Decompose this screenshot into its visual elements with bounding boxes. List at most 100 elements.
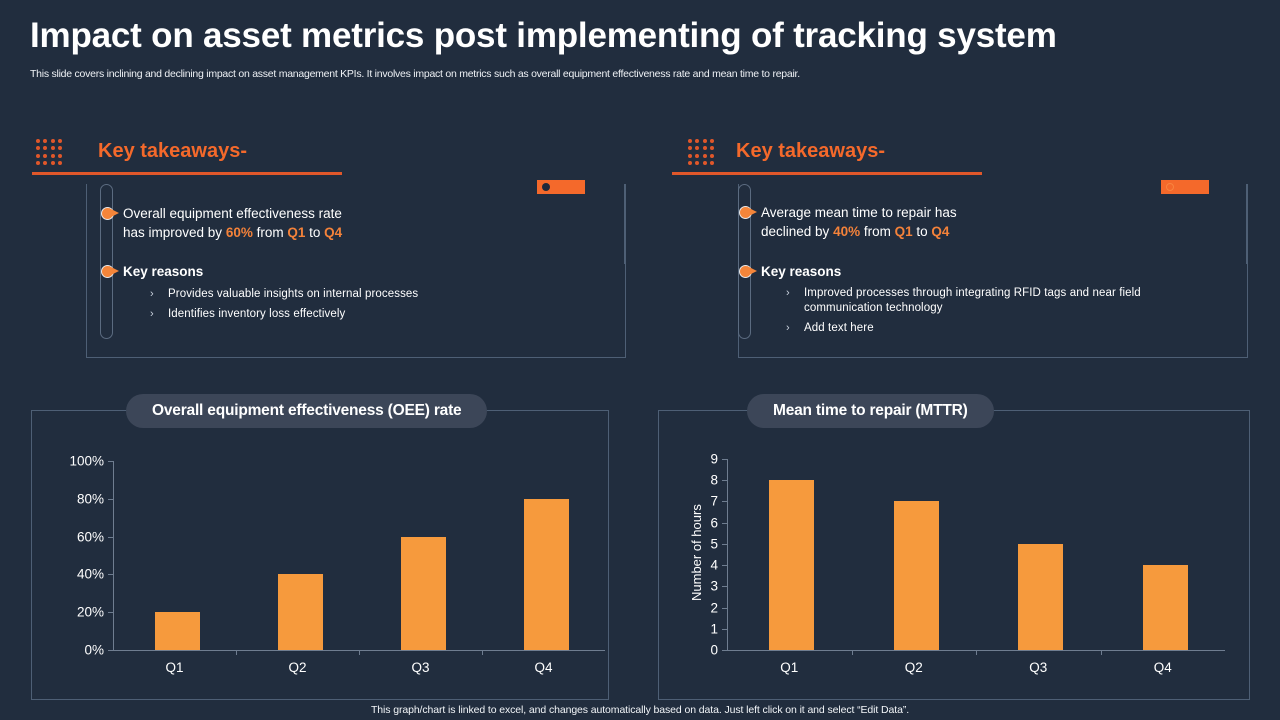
y-tick-mark — [722, 628, 727, 630]
bar-q2 — [278, 574, 323, 650]
panel-frame-right-stub — [1246, 184, 1247, 264]
y-axis-line — [727, 459, 728, 650]
reasons-list-right: › Improved processes through integrating … — [782, 286, 1207, 341]
x-tick-mark — [236, 650, 237, 655]
y-tick-label: 0% — [84, 642, 104, 658]
x-tick-label: Q4 — [534, 660, 553, 675]
arrow-bullet-icon — [739, 264, 761, 279]
takeaway-statement-text-right: Average mean time to repair has declined… — [761, 205, 957, 239]
panel-heading-rule-left — [32, 172, 342, 175]
x-tick-label: Q3 — [1029, 660, 1048, 675]
y-tick-label: 4 — [710, 557, 718, 573]
y-tick-label: 20% — [76, 604, 104, 620]
y-tick-label: 9 — [710, 451, 718, 467]
y-tick-mark — [722, 607, 727, 609]
x-tick-label: Q3 — [411, 660, 430, 675]
y-tick-mark — [722, 459, 727, 460]
page-title: Impact on asset metrics post implementin… — [30, 16, 1057, 55]
x-tick-label: Q4 — [1153, 660, 1172, 675]
x-tick-mark — [359, 650, 360, 655]
bar-q3 — [1018, 543, 1063, 650]
chart-card-oee: Overall equipment effectiveness (OEE) ra… — [31, 394, 609, 700]
key-takeaways-panel-left: Key takeaways- Overall equipment effecti… — [16, 104, 626, 358]
list-item: › Add text here — [786, 322, 874, 334]
y-tick-label: 7 — [710, 493, 718, 509]
y-tick-label: 5 — [710, 536, 718, 552]
y-tick-mark — [108, 612, 113, 614]
y-tick-label: 100% — [69, 453, 104, 469]
bar-q2 — [893, 501, 939, 650]
y-tick-label: 1 — [710, 621, 718, 637]
x-tick-mark — [851, 650, 853, 655]
takeaway-statement-text-left: Overall equipment effectiveness rate has… — [123, 206, 343, 240]
y-tick-mark — [722, 650, 727, 651]
y-tick-label: 8 — [710, 472, 718, 488]
chart-plot-oee: 0% 20% 40% 60% 80% 100% Q1 Q2 Q3 Q4 — [32, 411, 608, 699]
chevron-right-icon: › — [150, 308, 154, 320]
panel-tab-right — [1161, 180, 1209, 194]
y-tick-mark — [722, 565, 727, 567]
y-tick-label: 2 — [710, 600, 718, 616]
timeline-track-right — [738, 184, 751, 339]
y-axis-title: Number of hours — [689, 504, 704, 601]
panel-tab-left — [537, 180, 585, 194]
x-tick-label: Q2 — [288, 660, 307, 675]
list-item: › Provides valuable insights on internal … — [150, 288, 419, 300]
y-tick-mark — [722, 543, 727, 545]
y-tick-label: 3 — [710, 578, 718, 594]
chevron-right-icon: › — [786, 322, 790, 334]
y-tick-label: 60% — [76, 529, 104, 545]
bar-q1 — [769, 480, 814, 650]
chart-title-mttr: Mean time to repair (MTTR) — [747, 394, 994, 428]
tab-dot-icon — [542, 183, 550, 191]
reasons-label-left: Key reasons — [123, 264, 204, 279]
y-tick-mark — [108, 650, 113, 651]
list-item: › Improved processes through integrating … — [786, 287, 1141, 314]
y-tick-mark — [722, 480, 727, 482]
x-tick-label: Q1 — [165, 660, 184, 675]
panel-heading-left: Key takeaways- — [98, 140, 247, 162]
tab-dot-icon — [1166, 183, 1174, 191]
y-tick-label: 40% — [76, 566, 104, 582]
y-tick-label: 0 — [710, 642, 718, 658]
takeaway-bullet-reasons-right: Key reasons — [739, 262, 1039, 281]
y-tick-mark — [722, 522, 727, 524]
y-tick-mark — [108, 461, 113, 462]
bar-q1 — [155, 612, 200, 650]
arrow-bullet-icon — [739, 205, 761, 220]
x-tick-mark — [482, 650, 483, 655]
y-tick-label: 80% — [76, 491, 104, 507]
reasons-label-right: Key reasons — [761, 264, 842, 279]
chart-plot-mttr: 0 1 2 3 4 5 6 7 8 9 Number of hours Q1 Q2 Q3 Q4 — [659, 411, 1249, 699]
takeaway-bullet-statement-right: Average mean time to repair has declined… — [739, 203, 1199, 241]
chevron-right-icon: › — [150, 288, 154, 300]
footer-note: This graph/chart is linked to excel, and… — [370, 704, 910, 716]
y-tick-mark — [108, 536, 113, 538]
x-tick-mark — [1100, 650, 1102, 655]
bar-q4 — [1142, 565, 1188, 650]
y-tick-label: 6 — [710, 515, 718, 531]
chart-title-oee: Overall equipment effectiveness (OEE) ra… — [126, 394, 488, 428]
panel-heading-right: Key takeaways- — [736, 140, 885, 162]
y-tick-mark — [108, 574, 113, 576]
panel-frame-left — [86, 180, 626, 358]
takeaway-bullet-statement-left: Overall equipment effectiveness rate has… — [101, 204, 561, 242]
list-item: › Identifies inventory loss effectively — [150, 308, 346, 320]
page-subtitle: This slide covers inclining and declinin… — [30, 68, 800, 80]
y-tick-mark — [722, 586, 727, 588]
y-axis-line — [113, 461, 114, 650]
bar-q3 — [401, 536, 446, 650]
y-tick-mark — [108, 498, 113, 500]
timeline-track-left — [100, 184, 113, 339]
arrow-bullet-icon — [101, 206, 123, 221]
chevron-right-icon: › — [786, 287, 790, 299]
x-tick-mark — [976, 650, 977, 655]
bar-q4 — [524, 498, 569, 650]
panel-heading-rule-right — [672, 172, 982, 175]
x-tick-label: Q1 — [780, 660, 799, 675]
takeaway-bullet-reasons-left: Key reasons — [101, 262, 401, 281]
y-tick-mark — [722, 501, 727, 503]
panel-frame-right-stub — [624, 184, 625, 264]
dot-grid-icon — [686, 137, 716, 167]
reasons-list-left: › Provides valuable insights on internal … — [146, 287, 576, 327]
